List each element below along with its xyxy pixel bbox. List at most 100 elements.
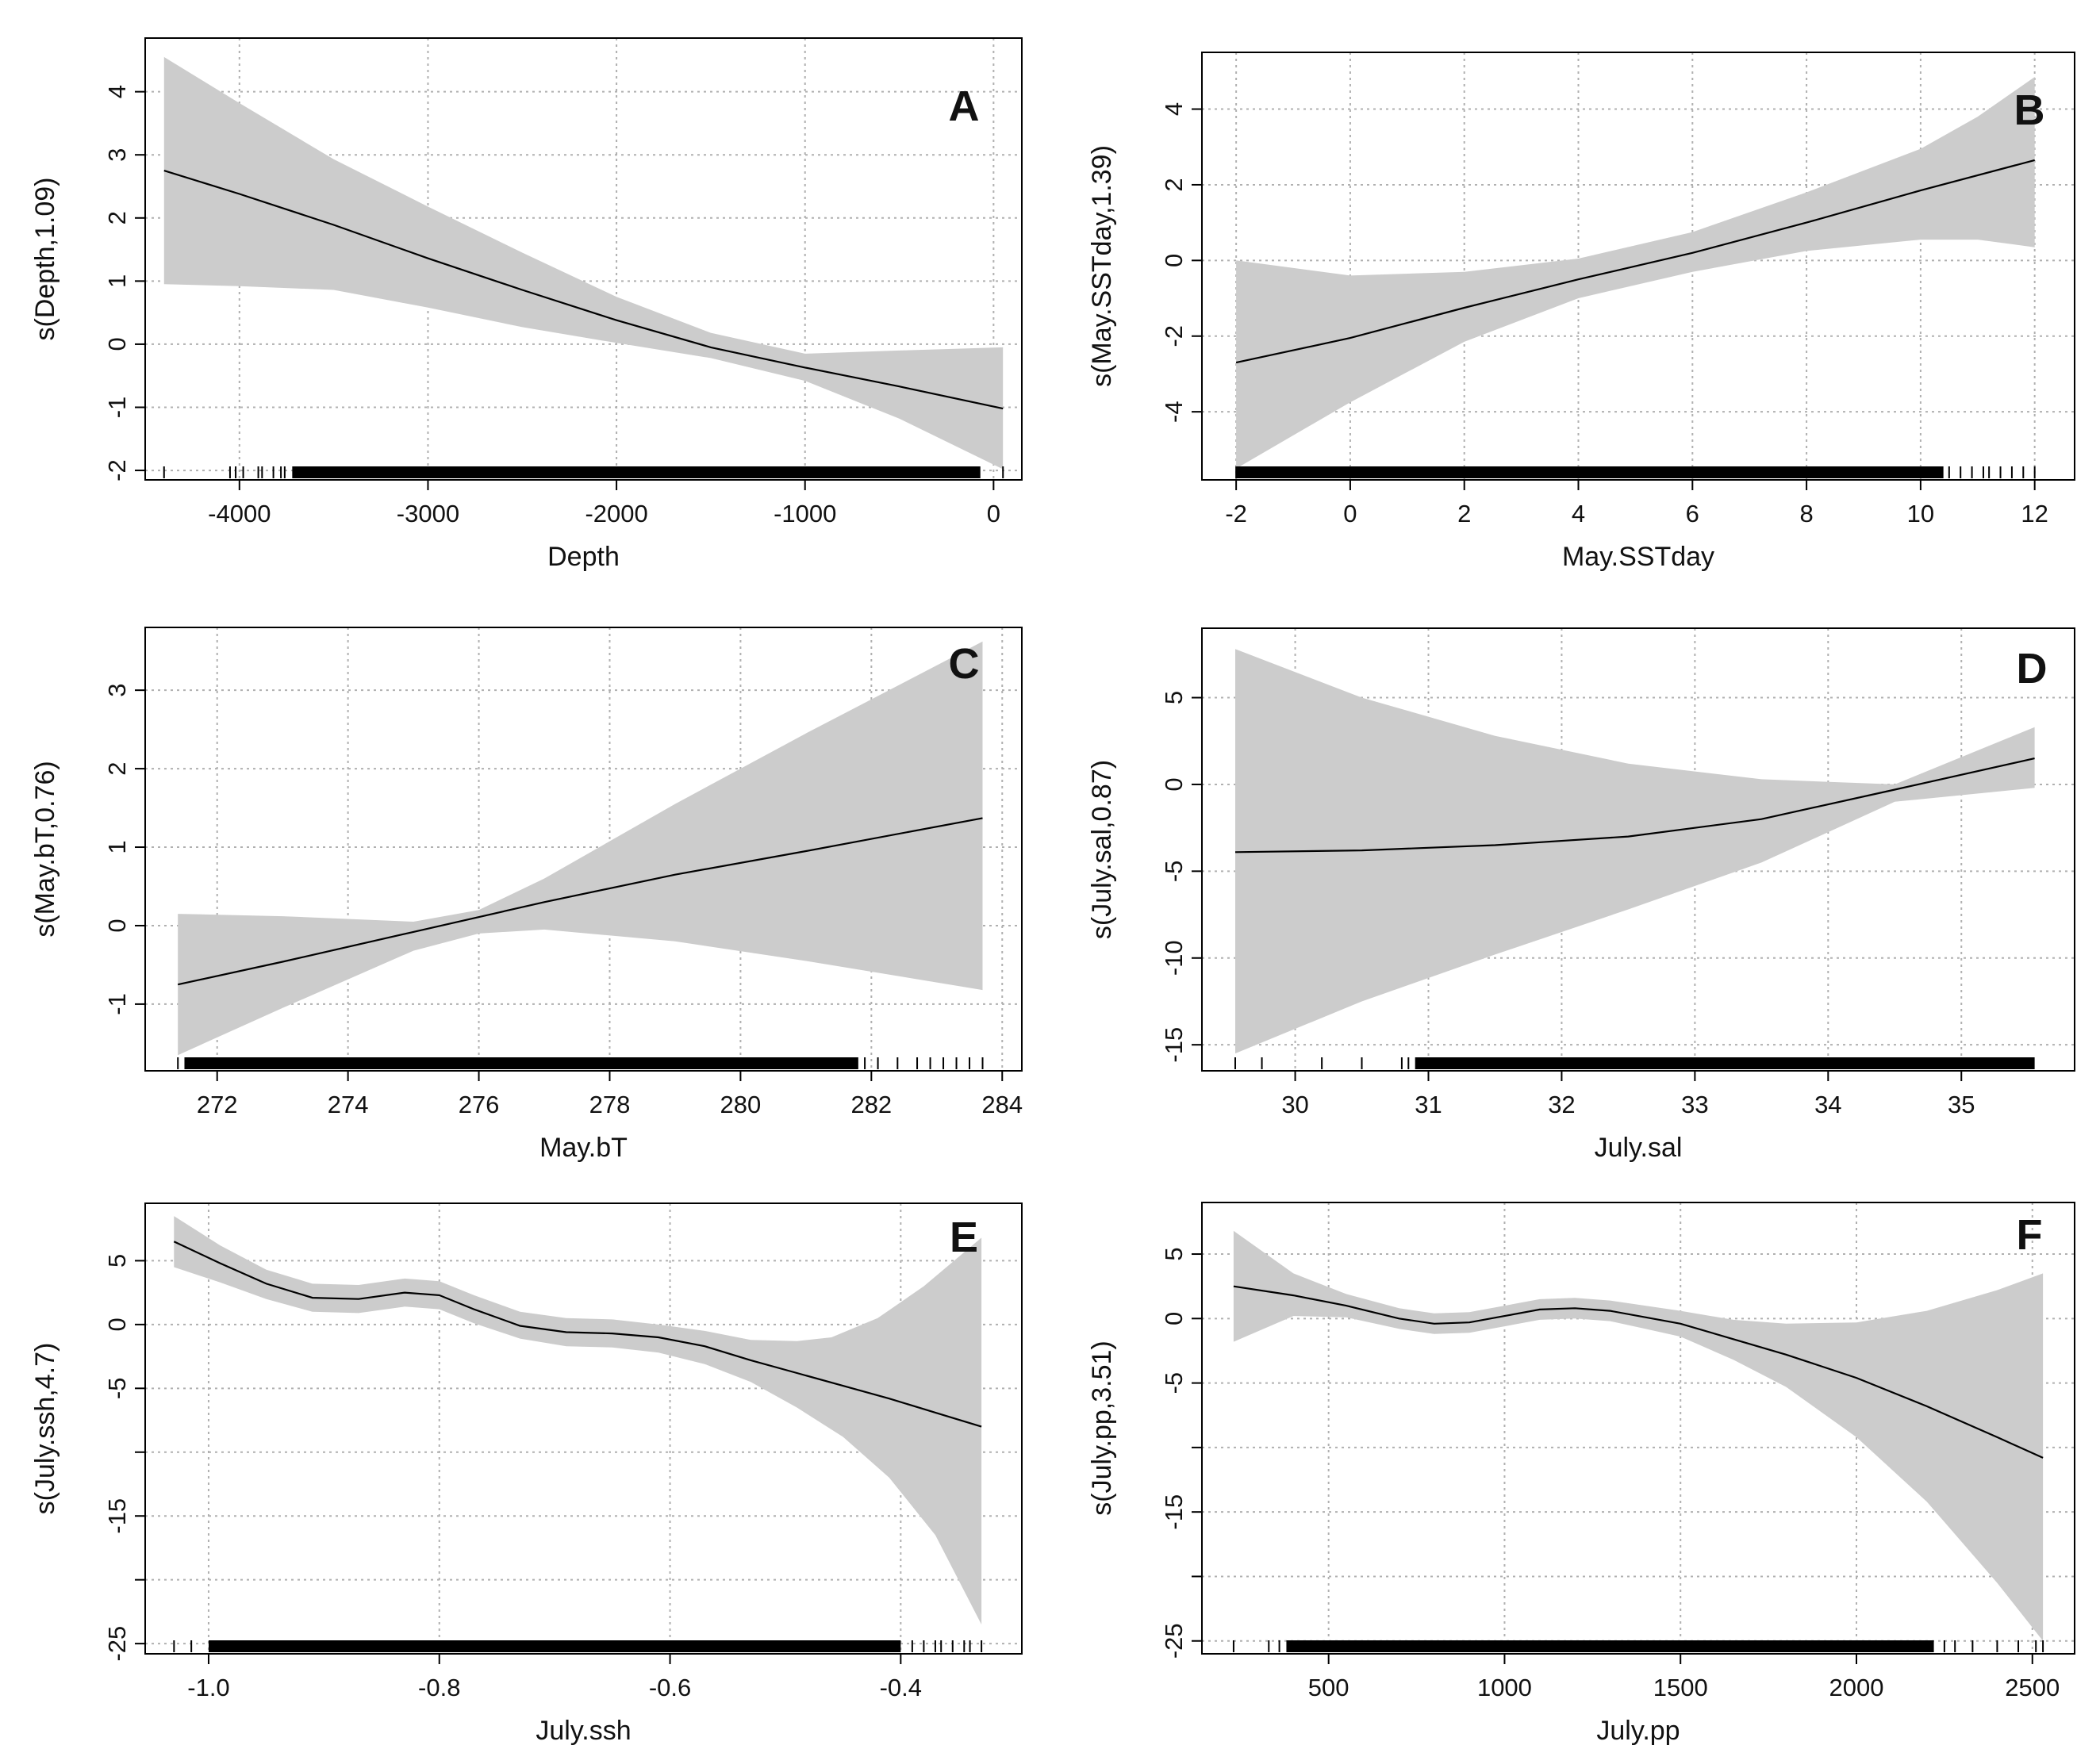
y-axis-label: s(July.ssh,4.7) — [30, 1343, 60, 1515]
x-tick-label: 274 — [328, 1091, 369, 1118]
y-axis: -1 0 1 2 3 — [103, 684, 145, 1015]
panel-letter: C — [949, 640, 980, 688]
x-tick-label: 276 — [459, 1091, 500, 1118]
y-tick-label: 1 — [103, 840, 131, 853]
y-tick-label: 0 — [103, 919, 131, 932]
x-tick-label: 280 — [720, 1091, 762, 1118]
smooth-fit-line — [1233, 1285, 2044, 1459]
y-tick-label: 0 — [1160, 1312, 1188, 1325]
x-tick-label: 30 — [1281, 1091, 1308, 1118]
y-tick-label: -15 — [103, 1498, 131, 1534]
x-tick-label: -1000 — [774, 500, 836, 527]
x-tick-label: 2000 — [1829, 1674, 1884, 1701]
x-tick-label: -2000 — [585, 500, 647, 527]
y-tick-label: -25 — [103, 1626, 131, 1662]
x-axis-label: May.SSTday — [1562, 542, 1714, 572]
x-tick-label: 35 — [1948, 1091, 1975, 1118]
x-axis-label: Depth — [547, 542, 620, 572]
x-tick-label: 0 — [1343, 500, 1357, 527]
x-tick-label: -2 — [1225, 500, 1247, 527]
panel-b-plot: -2 0 2 4 6 8 10 12 May.SSTday -4 -2 0 2 4 s(May.SSTday… — [1087, 52, 2075, 572]
panel-letter: A — [949, 82, 980, 130]
x-tick-label: 4 — [1572, 500, 1585, 527]
confidence-band — [1235, 649, 2035, 1054]
y-tick-label: -15 — [1160, 1027, 1188, 1063]
y-axis: -4 -2 0 2 4 — [1160, 102, 1202, 423]
rug-plot — [163, 466, 1004, 478]
y-tick-label: 1 — [103, 274, 131, 288]
y-axis: -15 -10 -5 0 5 — [1160, 691, 1202, 1063]
x-axis: 500 1000 1500 2000 2500 — [1308, 1654, 2060, 1701]
y-tick-label: 0 — [1160, 777, 1188, 791]
x-tick-label: 1500 — [1653, 1674, 1708, 1701]
y-tick-label: -5 — [1160, 861, 1188, 883]
y-tick-label: 5 — [103, 1254, 131, 1268]
rug-dense-block — [1286, 1640, 1934, 1652]
panel-a: -4000 -3000 -2000 -1000 0 Depth -2 -1 0 1 2 3 4 s(Dep… — [0, 0, 1050, 583]
x-tick-label: -4000 — [208, 500, 271, 527]
x-tick-label: 2 — [1457, 500, 1471, 527]
y-tick-label: 0 — [103, 337, 131, 351]
y-tick-label: -10 — [1160, 940, 1188, 976]
plot-frame — [1201, 1202, 2075, 1655]
confidence-band — [1233, 1230, 2044, 1641]
smooth-fit-line — [173, 1241, 982, 1428]
y-axis: -2 -1 0 1 2 3 4 — [103, 85, 145, 481]
y-axis-label: s(July.pp,3.51) — [1087, 1341, 1117, 1515]
x-tick-label: 33 — [1681, 1091, 1708, 1118]
x-tick-label: -1.0 — [187, 1674, 229, 1701]
panel-letter: D — [2017, 645, 2048, 692]
smooth-fit-line — [1235, 159, 2035, 364]
rug-plot — [1234, 1057, 2035, 1069]
x-axis: -1.0 -0.8 -0.6 -0.4 — [187, 1654, 922, 1701]
x-tick-label: 12 — [2021, 500, 2048, 527]
y-tick-label: 5 — [1160, 691, 1188, 704]
y-tick-label: -5 — [103, 1378, 131, 1400]
y-tick-label: -1 — [103, 397, 131, 419]
y-tick-label: 0 — [103, 1318, 131, 1331]
panel-letter: B — [2014, 86, 2045, 134]
panel-a-plot: -4000 -3000 -2000 -1000 0 Depth -2 -1 0 1 2 3 4 s(Dep… — [30, 37, 1023, 572]
smooth-fit-line — [1234, 758, 2035, 853]
y-tick-label: -2 — [1160, 325, 1188, 347]
x-tick-label: 32 — [1548, 1091, 1575, 1118]
plot-frame — [1201, 627, 2075, 1072]
y-tick-label: -25 — [1160, 1623, 1188, 1659]
x-tick-label: 0 — [987, 500, 1000, 527]
x-axis-label: July.ssh — [536, 1716, 631, 1746]
y-tick-label: -4 — [1160, 401, 1188, 423]
plot-frame — [1201, 52, 2075, 481]
panel-f: 500 1000 1500 2000 2500 July.pp -25 -15 -5 0 5 s(Ju… — [1050, 1166, 2100, 1749]
y-axis: -25 -15 -5 0 5 — [103, 1254, 145, 1662]
panel-d: 30 31 32 33 34 35 July.sal -15 -10 -5 0 5 s(July.sal… — [1050, 583, 2100, 1166]
x-tick-label: 1000 — [1477, 1674, 1532, 1701]
x-axis: 30 31 32 33 34 35 — [1281, 1071, 1975, 1118]
x-axis-label: July.pp — [1596, 1716, 1680, 1746]
y-tick-label: 4 — [1160, 102, 1188, 116]
x-tick-label: 282 — [850, 1091, 892, 1118]
y-tick-label: 3 — [103, 148, 131, 162]
rug-dense-block — [1415, 1057, 2035, 1069]
rug-plot — [173, 1640, 983, 1652]
x-tick-label: 8 — [1799, 500, 1813, 527]
x-tick-label: 6 — [1686, 500, 1699, 527]
rug-plot — [177, 1057, 984, 1069]
rug-plot — [1232, 1640, 2044, 1652]
x-tick-label: -0.6 — [649, 1674, 691, 1701]
x-tick-label: 500 — [1308, 1674, 1349, 1701]
rug-dense-block — [208, 1640, 901, 1652]
y-tick-label: 2 — [103, 761, 131, 775]
x-axis: -2 0 2 4 6 8 10 12 — [1225, 480, 2048, 527]
y-tick-label: -2 — [103, 459, 131, 481]
x-axis: -4000 -3000 -2000 -1000 0 — [208, 480, 1000, 527]
panel-letter: E — [950, 1214, 978, 1261]
confidence-band — [163, 56, 1004, 470]
x-tick-label: 284 — [981, 1091, 1023, 1118]
smooth-fit-line — [163, 170, 1004, 410]
panel-f-plot: 500 1000 1500 2000 2500 July.pp -25 -15 -5 0 5 s(Ju… — [1087, 1202, 2075, 1746]
y-axis-label: s(May.bT,0.76) — [30, 761, 60, 937]
x-tick-label: 278 — [589, 1091, 631, 1118]
x-tick-label: -0.8 — [418, 1674, 460, 1701]
rug-dense-block — [292, 466, 981, 478]
